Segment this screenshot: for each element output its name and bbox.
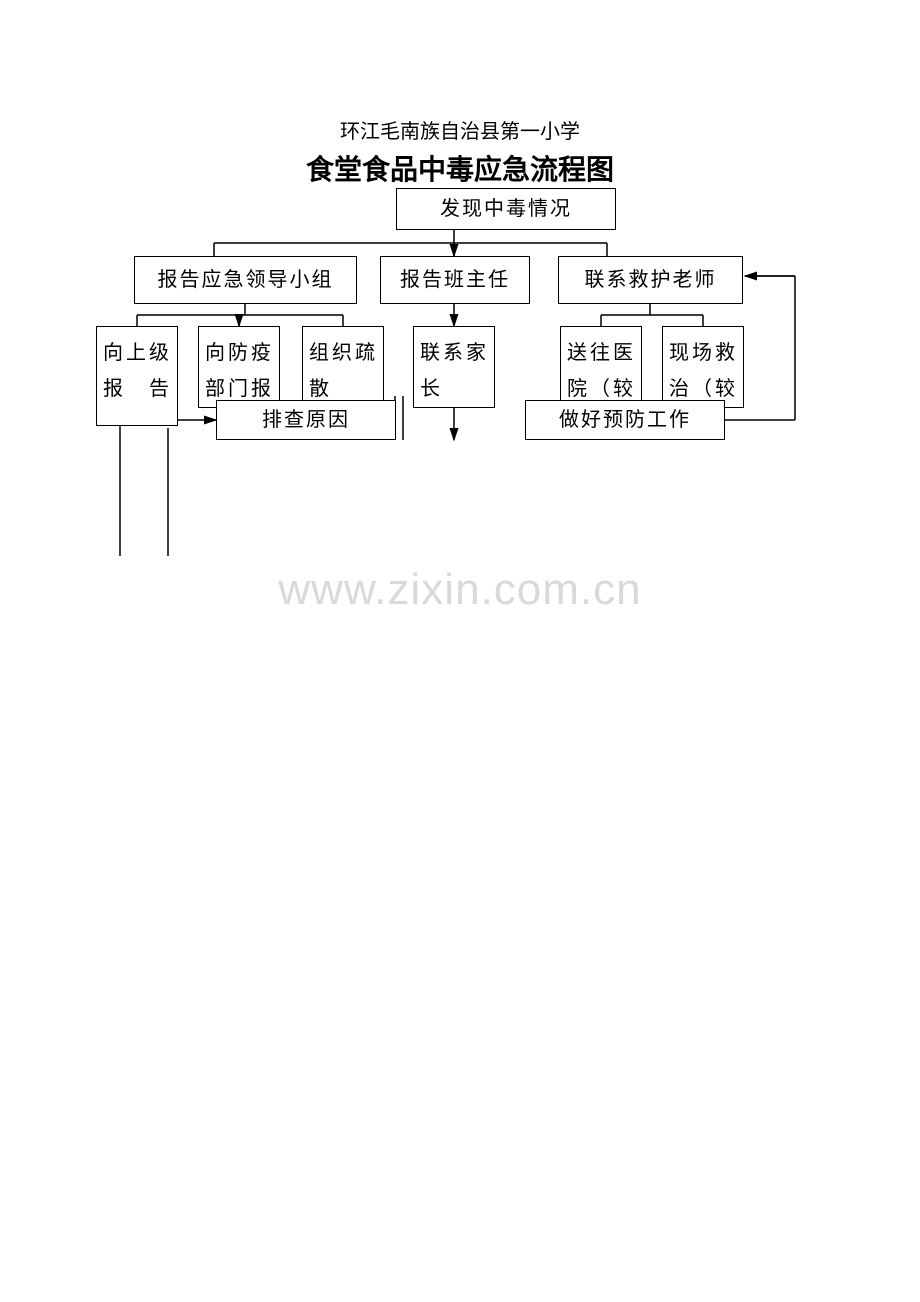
- flowchart-node: 现场救治（较: [662, 326, 744, 408]
- flowchart-node: 联系家长: [413, 326, 495, 408]
- page-subtitle: 环江毛南族自治县第一小学: [0, 115, 920, 144]
- flowchart-node: 送往医院（较: [560, 326, 642, 408]
- flowchart-container: 环江毛南族自治县第一小学 食堂食品中毒应急流程图 发现中毒情况报告应急领导小组报…: [0, 0, 920, 1302]
- flowchart-node: 报告应急领导小组: [134, 256, 357, 304]
- flowchart-node: 联系救护老师: [558, 256, 743, 304]
- flowchart-node: 报告班主任: [380, 256, 530, 304]
- flowchart-node: 做好预防工作: [525, 400, 725, 440]
- flowchart-node: 向防疫部门报: [198, 326, 280, 408]
- watermark-text: www.zixin.com.cn: [0, 565, 920, 615]
- page-title: 食堂食品中毒应急流程图: [0, 148, 920, 188]
- flowchart-node: 发现中毒情况: [396, 188, 616, 230]
- flowchart-node: 组织疏散: [302, 326, 384, 408]
- flowchart-node: 排查原因: [216, 400, 396, 440]
- flowchart-node: 向上级报告: [96, 326, 178, 426]
